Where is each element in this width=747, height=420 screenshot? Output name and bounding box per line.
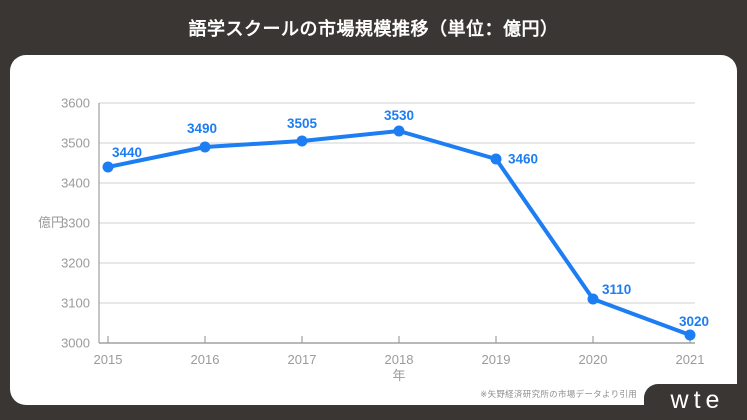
- data-point: [393, 125, 405, 137]
- data-point: [296, 135, 308, 147]
- data-point: [587, 293, 599, 305]
- data-point-label: 3440: [112, 145, 142, 160]
- x-tick-label: 2021: [676, 352, 705, 367]
- y-tick-label: 3000: [61, 336, 90, 351]
- data-point-label: 3490: [187, 121, 217, 136]
- y-tick-label: 3300: [61, 216, 90, 231]
- x-tick-label: 2020: [579, 352, 608, 367]
- wte-logo: wte: [644, 384, 747, 420]
- y-tick-label: 3200: [61, 256, 90, 271]
- data-point: [199, 141, 211, 153]
- x-tick-label: 2019: [482, 352, 511, 367]
- x-tick-label: 2018: [385, 352, 414, 367]
- source-note: ※矢野経済研究所の市場データより引用: [480, 389, 637, 399]
- y-tick-label: 3400: [61, 176, 90, 191]
- page-title: 語学スクールの市場規模推移（単位：億円）: [188, 18, 559, 39]
- data-point-label: 3530: [384, 108, 414, 123]
- market-size-line-chart: 3000 3100 3200 3300 3400 3500 3600 2015 2016 2017…: [38, 96, 709, 384]
- y-tick-label: 3500: [61, 136, 90, 151]
- data-point-label: 3505: [287, 116, 318, 131]
- wte-logo-text: wte: [670, 386, 725, 414]
- data-point-label: 3110: [602, 282, 631, 297]
- data-point: [684, 329, 696, 341]
- y-tick-label: 3600: [61, 96, 90, 111]
- x-tick-label: 2015: [94, 352, 123, 367]
- data-point: [490, 153, 502, 165]
- x-tick-label: 2016: [191, 352, 220, 367]
- data-line: [106, 129, 692, 337]
- y-axis-title: 億円: [38, 215, 64, 230]
- data-point: [102, 161, 114, 173]
- chart-card: 3000 3100 3200 3300 3400 3500 3600 2015 2016 2017…: [10, 55, 737, 405]
- y-tick-label: 3100: [61, 296, 90, 311]
- data-point-label: 3020: [679, 314, 709, 329]
- x-axis-title: 年: [392, 368, 405, 383]
- x-tick-label: 2017: [288, 352, 317, 367]
- data-point-label: 3460: [508, 152, 538, 167]
